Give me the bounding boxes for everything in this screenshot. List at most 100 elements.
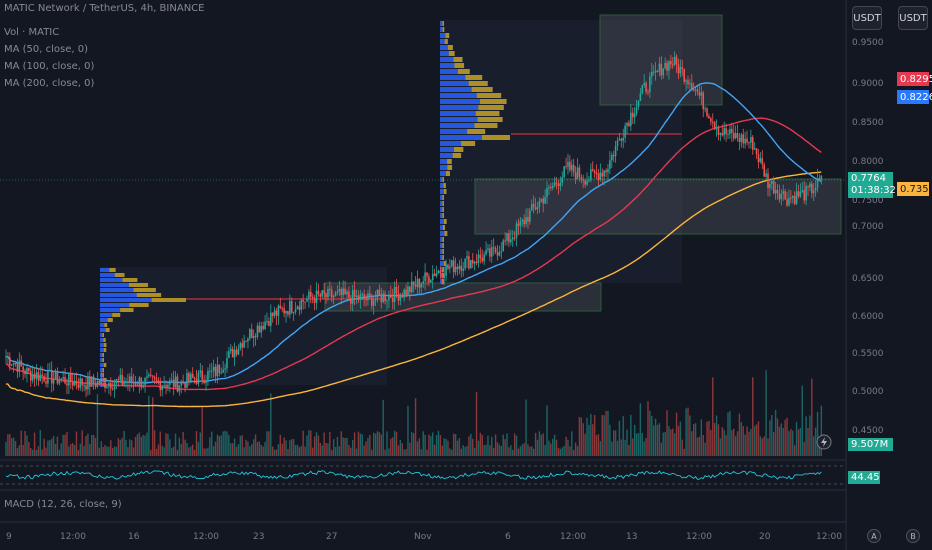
volume-bar xyxy=(576,446,579,456)
volume-bar xyxy=(527,444,529,456)
vp-bar-blue xyxy=(440,231,445,236)
vp-bar-blue xyxy=(440,63,455,68)
auto-scale-button[interactable]: A xyxy=(867,529,881,543)
candle-body xyxy=(468,256,470,269)
volume-bar xyxy=(392,437,394,456)
candle-body xyxy=(390,294,392,298)
candle-body xyxy=(132,382,135,384)
volume-bar xyxy=(683,448,685,456)
candle-body xyxy=(102,378,104,381)
volume-bar xyxy=(651,415,653,456)
vp-bar-blue xyxy=(440,177,443,182)
volume-bar xyxy=(662,432,664,456)
ma200-legend[interactable]: MA (200, close, 0) xyxy=(4,78,95,89)
candle-body xyxy=(268,321,270,326)
vp-bar-gold xyxy=(475,111,500,116)
candle-body xyxy=(450,260,453,267)
candle-body xyxy=(14,363,17,365)
vp-bar-gold xyxy=(452,153,462,158)
volume-bar xyxy=(704,442,706,456)
volume-bar xyxy=(372,432,375,456)
volume-bar xyxy=(249,446,251,456)
vp-bar-gold xyxy=(442,267,444,272)
candle-body xyxy=(7,356,9,358)
vp-bar-gold xyxy=(442,27,445,32)
volume-profile-2 xyxy=(440,21,510,284)
vp-bar-gold xyxy=(442,207,444,212)
vp-bar-blue xyxy=(440,249,443,254)
volume-bar xyxy=(39,430,41,456)
candle-body xyxy=(136,385,139,387)
vp-bar-gold xyxy=(442,195,444,200)
volume-bar xyxy=(195,431,198,456)
candle-body xyxy=(329,288,331,291)
candle-body xyxy=(45,381,47,384)
volume-bar xyxy=(536,439,539,456)
candle-body xyxy=(212,366,215,371)
vp-bar-gold xyxy=(442,279,444,284)
candle-body xyxy=(269,312,272,326)
candle-body xyxy=(685,80,687,82)
volume-bar xyxy=(532,448,535,456)
vp-bar-gold xyxy=(112,313,121,317)
candle-body xyxy=(256,325,259,337)
ma50-legend[interactable]: MA (50, close, 0) xyxy=(4,44,89,55)
volume-bar xyxy=(590,413,592,456)
volume-bar xyxy=(409,442,411,456)
vp-bar-gold xyxy=(103,348,107,352)
candle-body xyxy=(420,283,423,288)
vp-bar-gold xyxy=(442,21,444,26)
ma100-legend[interactable]: MA (100, close, 0) xyxy=(4,61,95,72)
volume-bar xyxy=(110,440,112,456)
volume-bar xyxy=(433,444,436,456)
candle-body xyxy=(759,158,762,163)
vp-bar-gold xyxy=(442,225,445,230)
vp-bar-blue xyxy=(100,348,104,352)
price-tick-label: 0.4500 xyxy=(852,426,884,436)
candle-body xyxy=(388,294,390,301)
volume-bar xyxy=(20,430,22,456)
volume-bar xyxy=(454,433,457,456)
vp-bar-blue xyxy=(440,195,443,200)
vp-bar-gold xyxy=(447,45,453,50)
vp-bar-gold xyxy=(103,338,106,342)
candle-body xyxy=(801,190,804,192)
candle-body xyxy=(645,83,647,92)
volume-bar xyxy=(348,444,350,456)
volume-bar xyxy=(7,434,9,456)
volume-bar xyxy=(782,428,784,456)
volume-bar xyxy=(736,431,739,456)
candle-body xyxy=(519,220,522,226)
volume-bar xyxy=(801,385,803,456)
candle-body xyxy=(654,70,657,72)
macd-legend[interactable]: MACD (12, 26, close, 9) xyxy=(4,499,122,510)
candle-body xyxy=(677,64,680,74)
bottom-b-button[interactable]: B xyxy=(906,529,920,543)
time-tick-label: 20 xyxy=(759,532,771,542)
vp-bar-blue xyxy=(440,183,444,188)
candle-body xyxy=(111,388,114,390)
volume-bar xyxy=(411,431,413,456)
candle-body xyxy=(746,138,748,143)
volume-bar xyxy=(94,438,97,456)
volume-bar xyxy=(708,420,710,456)
volume-bar xyxy=(489,445,491,456)
vp-bar-blue xyxy=(100,273,115,277)
candle-body xyxy=(660,63,663,76)
time-tick-label: 12:00 xyxy=(560,532,586,542)
volume-bar xyxy=(49,440,51,456)
candle-body xyxy=(266,321,268,323)
currency-button-1[interactable]: USDT xyxy=(852,6,882,30)
currency-button-2[interactable]: USDT xyxy=(898,6,928,30)
symbol-legend[interactable]: MATIC Network / TetherUS, 4h, BINANCE xyxy=(4,3,205,14)
candle-body xyxy=(397,293,400,301)
volume-legend[interactable]: Vol · MATIC xyxy=(4,27,60,38)
volume-bar xyxy=(755,424,758,456)
candle-body xyxy=(262,325,264,329)
volume-bar xyxy=(633,424,636,456)
vp-bar-gold xyxy=(133,288,156,292)
candle-body xyxy=(195,378,198,384)
candle-body xyxy=(696,89,699,93)
candle-body xyxy=(609,160,611,169)
